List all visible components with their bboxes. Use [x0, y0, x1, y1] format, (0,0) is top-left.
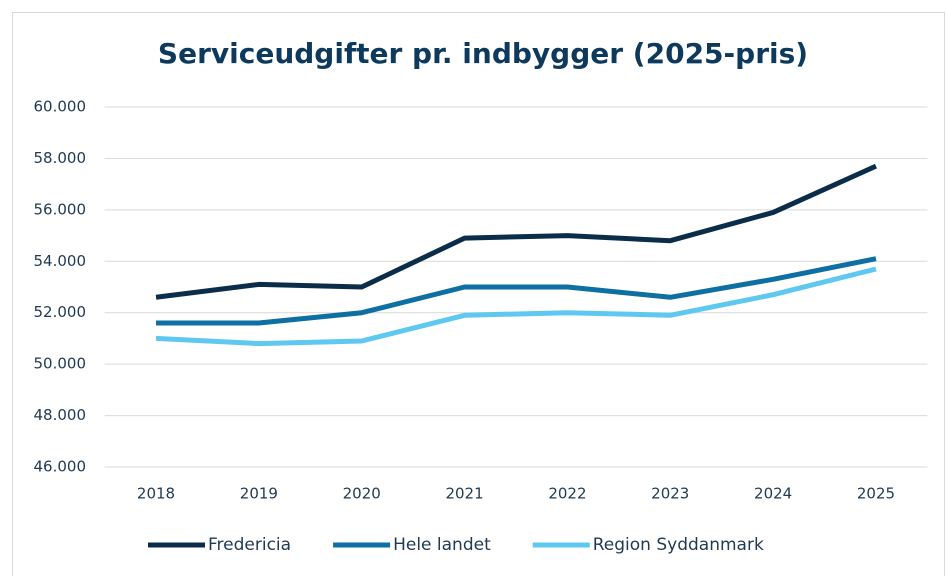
- x-tick-label: 2024: [754, 485, 792, 503]
- y-tick-label: 58.000: [34, 149, 87, 167]
- series-line: [155, 266, 877, 347]
- y-tick-label: 50.000: [34, 355, 87, 373]
- y-tick-label: 56.000: [34, 200, 87, 218]
- y-tick-label: 60.000: [34, 98, 87, 116]
- y-tick-label: 52.000: [34, 303, 87, 321]
- series-line: [156, 256, 877, 326]
- legend-label: Hele landet: [393, 535, 491, 555]
- x-tick-label: 2020: [343, 485, 381, 503]
- x-tick-label: 2023: [651, 485, 689, 503]
- series-line: [155, 163, 878, 300]
- x-tick-label: 2019: [240, 485, 278, 503]
- x-tick-label: 2022: [548, 485, 586, 503]
- y-tick-label: 46.000: [34, 458, 87, 476]
- x-tick-label: 2025: [857, 485, 895, 503]
- legend-label: Fredericia: [208, 535, 291, 555]
- x-tick-label: 2021: [445, 485, 483, 503]
- y-tick-label: 54.000: [34, 252, 87, 270]
- chart-title: Serviceudgifter pr. indbygger (2025-pris…: [158, 37, 808, 70]
- y-tick-label: 48.000: [34, 406, 87, 424]
- x-tick-label: 2018: [137, 485, 175, 503]
- legend-label: Region Syddanmark: [593, 535, 764, 555]
